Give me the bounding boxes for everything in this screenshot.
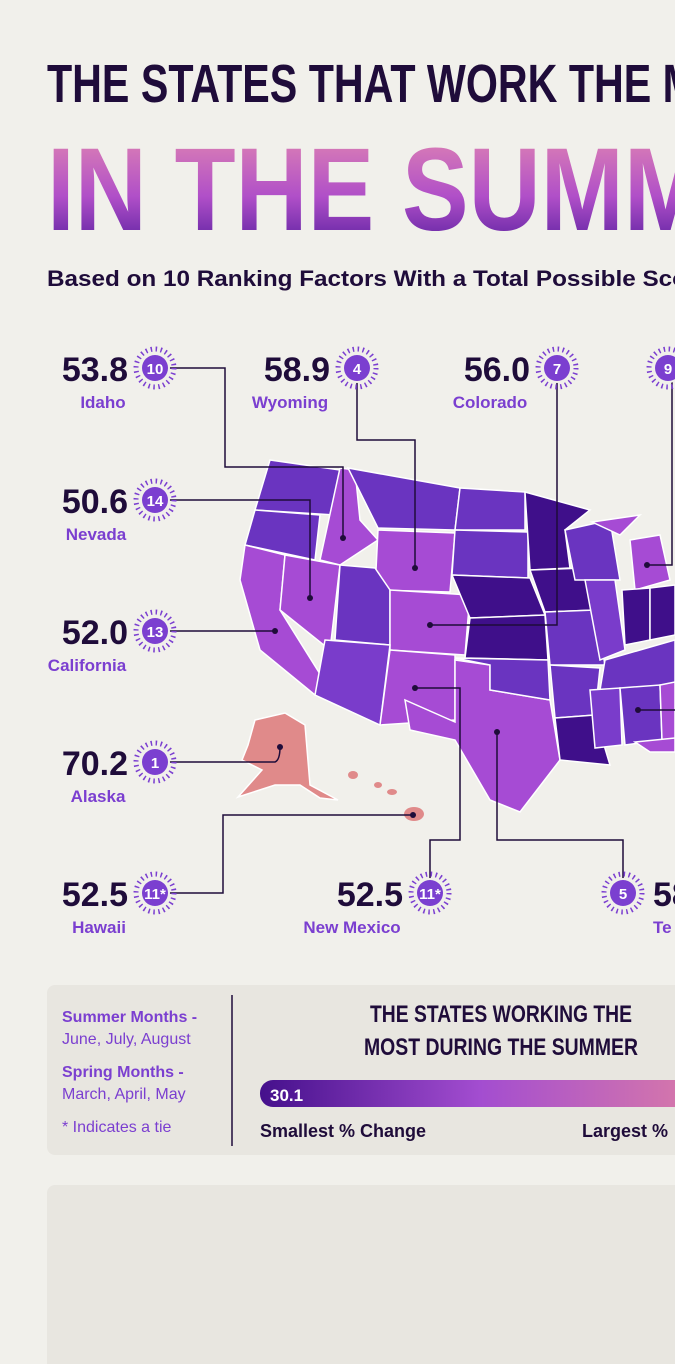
badge-rays — [133, 478, 177, 522]
connector — [168, 367, 344, 538]
rank: 5 — [619, 886, 627, 903]
rank: 11* — [419, 886, 441, 903]
connectors — [168, 367, 675, 894]
rank: 14 — [147, 493, 164, 510]
summer-months: June, July, August — [62, 1031, 191, 1048]
score: 52.5 — [62, 876, 128, 914]
score: 70.2 — [62, 745, 128, 783]
state-name: Colorado — [453, 393, 528, 412]
rank: 4 — [353, 361, 362, 378]
map-dot — [410, 812, 416, 818]
connector — [168, 814, 413, 894]
lower-panel — [47, 1185, 675, 1364]
score: 53.8 — [62, 351, 128, 389]
rank: 7 — [553, 361, 561, 378]
legend-title-line2: MOST DURING THE SUMMER — [364, 1034, 638, 1061]
state-name: Te — [653, 918, 672, 937]
badge — [417, 880, 443, 906]
badge — [142, 487, 168, 513]
map-dot — [307, 595, 313, 601]
badge — [142, 618, 168, 644]
rank: 11* — [144, 886, 166, 903]
rank: 13 — [147, 624, 164, 641]
tie-note: * Indicates a tie — [62, 1119, 172, 1136]
subtitle: Based on 10 Ranking Factors With a Total… — [47, 266, 675, 291]
badge-rays — [133, 609, 177, 653]
state-name: Wyoming — [252, 393, 328, 412]
connector — [430, 381, 558, 626]
rank: 1 — [151, 755, 159, 772]
connector — [496, 732, 624, 880]
legend-title-line1: THE STATES WORKING THE — [370, 1001, 632, 1028]
connector — [356, 381, 416, 568]
map-dot — [340, 535, 346, 541]
badge — [142, 880, 168, 906]
summer-label: Summer Months - — [62, 1009, 197, 1026]
badge-rays — [535, 346, 579, 390]
scale-min-label: Smallest % Change — [260, 1121, 426, 1141]
score: 50.6 — [62, 483, 128, 521]
score: 56.0 — [464, 351, 530, 389]
badge-rays — [133, 871, 177, 915]
badge-rays — [133, 346, 177, 390]
map-dot — [277, 744, 283, 750]
scale-min-value: 30.1 — [270, 1086, 303, 1105]
score: 52.5 — [337, 876, 403, 914]
badge — [142, 749, 168, 775]
rank: 10 — [147, 361, 164, 378]
badge — [610, 880, 636, 906]
spring-months: March, April, May — [62, 1086, 186, 1103]
map-dot — [644, 562, 650, 568]
map-dot — [635, 707, 641, 713]
badge-rays — [133, 740, 177, 784]
state-name: Alaska — [71, 787, 126, 806]
title-line2: IN THE SUMM — [47, 124, 675, 256]
badge — [142, 355, 168, 381]
badge-rays — [601, 871, 645, 915]
connector — [647, 381, 673, 566]
state-name: California — [48, 656, 127, 675]
map-dot — [427, 622, 433, 628]
color-scale — [260, 1080, 675, 1107]
state-name: Nevada — [66, 525, 127, 544]
title-line1: THE STATES THAT WORK THE M — [47, 54, 675, 114]
score: 52.0 — [62, 614, 128, 652]
state-name: Idaho — [80, 393, 125, 412]
badge — [655, 355, 675, 381]
scale-max-label: Largest % — [582, 1121, 668, 1141]
spring-label: Spring Months - — [62, 1064, 184, 1081]
connector — [415, 687, 461, 880]
legend-box — [47, 985, 675, 1155]
state-name: New Mexico — [303, 918, 400, 937]
connector — [168, 499, 311, 598]
badge — [544, 355, 570, 381]
rank: 9 — [664, 361, 672, 378]
badge-rays — [335, 346, 379, 390]
map-dot — [412, 565, 418, 571]
map-dot — [494, 729, 500, 735]
score: 58.9 — [264, 351, 330, 389]
badge — [344, 355, 370, 381]
badge-rays — [408, 871, 452, 915]
state-name: Hawaii — [72, 918, 126, 937]
score: 58 — [653, 876, 675, 914]
map-dot — [412, 685, 418, 691]
callouts: 10 53.8 Idaho 4 58.9 Wyoming 7 56.0 Colorado 9 14 5… — [48, 346, 675, 937]
map-dot — [272, 628, 278, 634]
